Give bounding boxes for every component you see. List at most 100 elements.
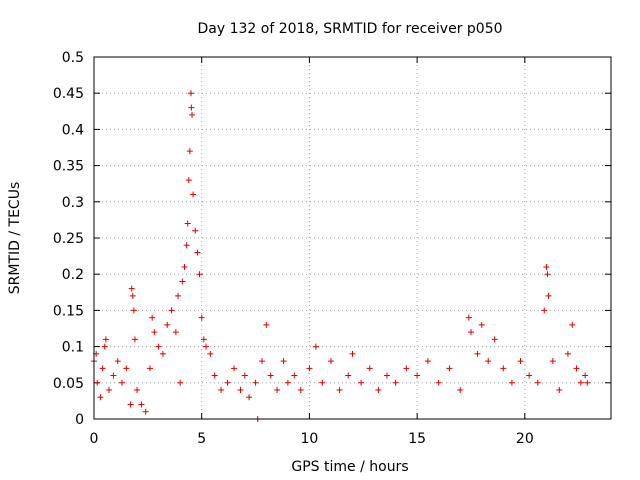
data-point (336, 387, 343, 394)
data-point (101, 343, 108, 350)
data-point (274, 387, 281, 394)
data-point (577, 379, 584, 386)
data-point (252, 379, 259, 386)
data-point (478, 321, 485, 328)
data-point (241, 372, 248, 379)
data-point (457, 387, 464, 394)
data-point (179, 278, 186, 285)
data-point (366, 365, 373, 372)
data-point (131, 336, 138, 343)
data-point (127, 401, 134, 408)
data-point (263, 321, 270, 328)
data-point (159, 350, 166, 357)
data-point (549, 358, 556, 365)
data-point (543, 263, 550, 270)
data-point (424, 358, 431, 365)
data-point (541, 307, 548, 314)
data-point (194, 249, 201, 256)
data-point (526, 372, 533, 379)
data-point (403, 365, 410, 372)
data-point (187, 90, 194, 97)
x-tick-label: 0 (90, 431, 99, 447)
data-point (224, 379, 231, 386)
y-tick-label: 0.3 (62, 195, 84, 211)
data-point (110, 372, 117, 379)
y-tick-label: 0.25 (53, 231, 84, 247)
data-point (128, 285, 135, 292)
data-point (185, 177, 192, 184)
data-point (164, 321, 171, 328)
data-point (435, 379, 442, 386)
data-point (134, 387, 141, 394)
y-tick-label: 0.2 (62, 267, 84, 283)
data-point (177, 379, 184, 386)
data-point (102, 336, 109, 343)
data-point (573, 365, 580, 372)
y-tick-label: 0.45 (53, 86, 84, 102)
data-point (190, 191, 197, 198)
data-point (218, 387, 225, 394)
data-point (358, 379, 365, 386)
x-tick-label: 15 (408, 431, 426, 447)
data-point (345, 372, 352, 379)
data-point (147, 365, 154, 372)
x-axis-label: GPS time / hours (291, 459, 408, 475)
data-point (119, 379, 126, 386)
data-point (189, 111, 196, 118)
data-point (123, 365, 130, 372)
y-tick-label: 0.1 (62, 340, 84, 356)
data-point (284, 379, 291, 386)
data-point (184, 220, 191, 227)
data-point (500, 365, 507, 372)
data-point (534, 379, 541, 386)
data-point (491, 336, 498, 343)
data-point (306, 365, 313, 372)
data-point (188, 104, 195, 111)
data-point (508, 379, 515, 386)
data-point (485, 358, 492, 365)
data-point (175, 292, 182, 299)
data-point (414, 372, 421, 379)
data-point (94, 379, 101, 386)
data-point (556, 387, 563, 394)
data-point (446, 365, 453, 372)
y-tick-label: 0.05 (53, 376, 84, 392)
data-point (375, 387, 382, 394)
data-point (349, 350, 356, 357)
data-point (584, 379, 591, 386)
data-point (196, 271, 203, 278)
y-axis-label: SRMTID / TECUs (7, 182, 23, 295)
data-point (99, 365, 106, 372)
data-point (203, 343, 210, 350)
data-point (564, 350, 571, 357)
y-tick-label: 0.5 (62, 50, 84, 66)
data-points (91, 90, 591, 422)
data-point (200, 336, 207, 343)
data-point (130, 307, 137, 314)
data-point (129, 292, 136, 299)
data-point (207, 350, 214, 357)
data-point (181, 263, 188, 270)
data-point (211, 372, 218, 379)
data-point (106, 387, 113, 394)
y-tick-label: 0.4 (62, 122, 84, 138)
y-tick-label: 0.35 (53, 159, 84, 175)
x-tick-label: 20 (516, 431, 534, 447)
data-point (168, 307, 175, 314)
chart-title: Day 132 of 2018, SRMTID for receiver p05… (197, 21, 502, 37)
data-point (569, 321, 576, 328)
data-point (172, 329, 179, 336)
data-point (383, 372, 390, 379)
data-point (149, 314, 156, 321)
data-point (246, 394, 253, 401)
y-tick-label: 0 (75, 412, 84, 428)
data-point (97, 394, 104, 401)
data-point (142, 408, 149, 415)
x-tick-label: 5 (197, 431, 206, 447)
data-point (297, 387, 304, 394)
data-point (280, 358, 287, 365)
data-point (198, 314, 205, 321)
data-point (312, 343, 319, 350)
data-point (192, 227, 199, 234)
data-point (392, 379, 399, 386)
